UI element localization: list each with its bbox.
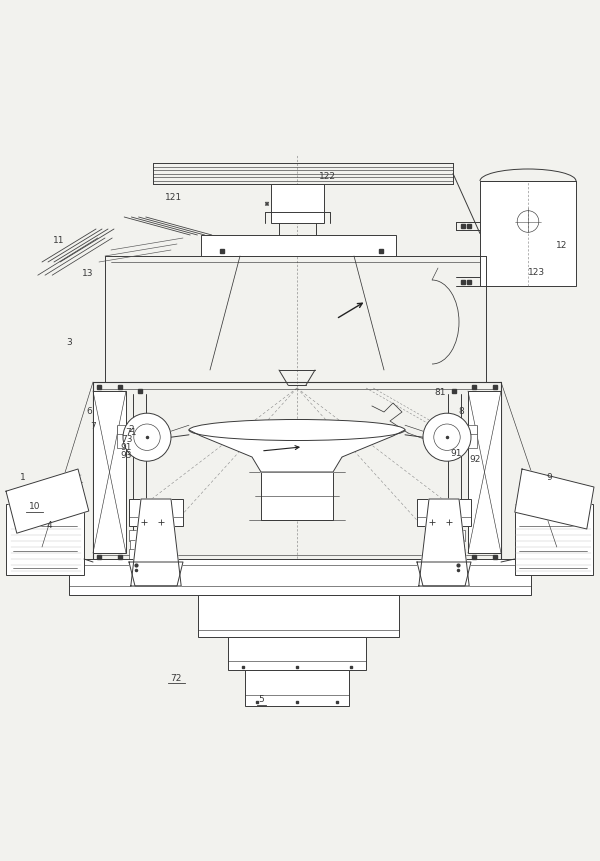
Text: 4: 4 bbox=[46, 521, 52, 530]
Text: 9: 9 bbox=[547, 473, 553, 482]
Polygon shape bbox=[129, 562, 183, 586]
Polygon shape bbox=[131, 499, 181, 586]
Bar bbox=[480, 182, 576, 287]
Bar bbox=[198, 595, 399, 637]
Bar bbox=[456, 425, 477, 435]
Text: 81: 81 bbox=[434, 387, 446, 397]
Text: 3: 3 bbox=[66, 338, 72, 346]
Bar bbox=[271, 185, 324, 224]
Bar bbox=[452, 530, 465, 542]
Text: 123: 123 bbox=[528, 268, 545, 276]
Circle shape bbox=[434, 424, 460, 451]
Text: 92: 92 bbox=[470, 455, 481, 464]
Polygon shape bbox=[419, 499, 469, 586]
Bar bbox=[201, 236, 396, 257]
Text: 91: 91 bbox=[450, 449, 462, 458]
Bar bbox=[69, 560, 531, 595]
Polygon shape bbox=[6, 469, 89, 534]
Text: 11: 11 bbox=[53, 235, 65, 245]
Text: 71: 71 bbox=[125, 428, 137, 437]
Polygon shape bbox=[417, 562, 471, 586]
Circle shape bbox=[423, 414, 471, 461]
Text: 2: 2 bbox=[128, 424, 134, 433]
Text: 10: 10 bbox=[29, 501, 41, 511]
Bar bbox=[245, 670, 349, 706]
Bar bbox=[456, 427, 477, 449]
Text: 72: 72 bbox=[171, 673, 182, 682]
Polygon shape bbox=[515, 469, 594, 530]
Text: 73: 73 bbox=[121, 435, 133, 444]
Text: 121: 121 bbox=[166, 192, 182, 201]
Text: 5: 5 bbox=[259, 695, 265, 703]
Text: 122: 122 bbox=[319, 172, 336, 181]
Bar bbox=[228, 637, 366, 670]
Polygon shape bbox=[189, 430, 405, 473]
Bar bbox=[93, 392, 126, 554]
Text: 8: 8 bbox=[458, 407, 464, 416]
Circle shape bbox=[134, 424, 160, 451]
Ellipse shape bbox=[189, 420, 405, 441]
Bar bbox=[129, 499, 183, 526]
Text: 93: 93 bbox=[120, 450, 132, 459]
Bar bbox=[130, 541, 141, 550]
Text: 6: 6 bbox=[86, 407, 92, 416]
Text: 7: 7 bbox=[90, 422, 96, 430]
Bar bbox=[129, 530, 142, 542]
Bar bbox=[117, 425, 138, 435]
Text: 13: 13 bbox=[82, 269, 94, 278]
Bar bbox=[453, 541, 464, 550]
Bar bbox=[6, 505, 84, 575]
Text: 1: 1 bbox=[20, 473, 26, 482]
Bar bbox=[129, 550, 142, 560]
Bar bbox=[452, 550, 465, 560]
Circle shape bbox=[123, 414, 171, 461]
Text: 91: 91 bbox=[120, 443, 132, 452]
Text: 12: 12 bbox=[556, 240, 567, 249]
Bar bbox=[515, 505, 593, 575]
Bar bbox=[417, 499, 471, 526]
Bar bbox=[261, 473, 333, 520]
Bar bbox=[468, 392, 501, 554]
Bar bbox=[117, 427, 138, 449]
